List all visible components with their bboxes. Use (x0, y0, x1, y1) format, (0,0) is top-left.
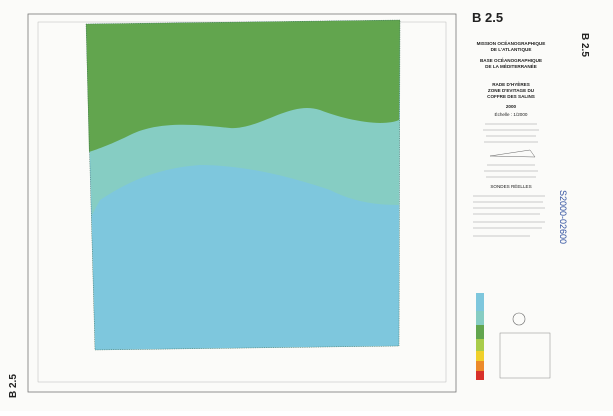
depth-legend (476, 293, 484, 380)
sheet-id: B 2.5 (472, 10, 503, 25)
archive-stamp: S2000-02600 (558, 190, 568, 244)
map-frame (27, 13, 457, 393)
scale: Échelle : 1/2000 (495, 111, 528, 117)
inner-frame (37, 21, 447, 383)
shallow-zone (86, 20, 400, 152)
base-line: DE LA MÉDITERRANÉE (485, 62, 537, 69)
area-line: ZONE D'EVITAGE DU (488, 88, 535, 93)
mission-line: DE L'ATLANTIQUE (491, 47, 532, 52)
survey-outline (85, 19, 401, 351)
north-diagram (489, 149, 536, 158)
logo (512, 312, 526, 326)
base-line: BASE OCÉANOGRAPHIQUE (480, 56, 542, 63)
location-inset (499, 332, 551, 379)
mission-line: MISSION OCÉANOGRAPHIQUE (477, 39, 546, 46)
sheet-id-edge: B 2.5 (8, 374, 19, 398)
notes-lines (473, 123, 545, 237)
year: 2000 (506, 104, 517, 109)
soundings-label: SONDES RÉELLES (490, 183, 531, 189)
sheet-id-edge: B 2.5 (579, 33, 590, 57)
area-line: COFFRE DES SALINS (487, 94, 535, 99)
area-line: RADE D'HYÈRES (492, 80, 530, 87)
bathymetry (85, 19, 401, 351)
